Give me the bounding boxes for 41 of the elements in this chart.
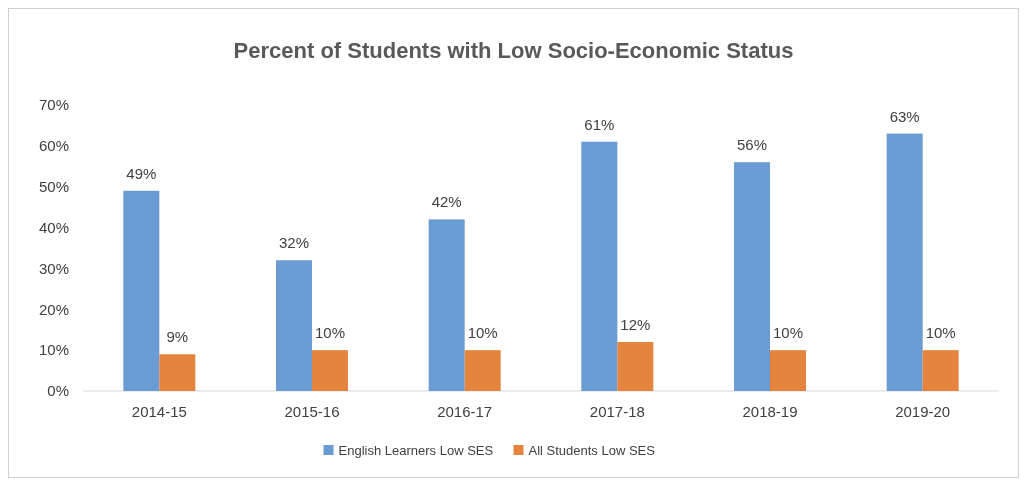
bar [428,219,465,391]
bar [922,350,959,391]
x-tick-label: 2017-18 [589,403,645,420]
legend-label: English Learners Low SES [338,442,494,458]
data-label: 10% [314,324,346,342]
data-label: 32% [278,234,310,252]
data-label: 10% [925,324,956,342]
data-label: 61% [584,115,615,133]
data-label: 9% [166,328,189,346]
data-label: 10% [467,324,498,342]
bar [886,133,923,391]
bar [617,341,654,391]
bar [581,141,618,391]
bar [734,162,770,391]
y-tick-label: 10% [38,341,69,359]
bar [276,260,312,391]
data-label: 42% [431,193,462,211]
data-label: 56% [736,136,768,154]
bar [312,350,348,391]
bar [770,350,806,391]
y-tick-label: 20% [38,300,69,318]
y-tick-label: 70% [38,96,69,114]
data-label: 12% [620,315,651,333]
bar [464,350,501,391]
y-tick-label: 30% [38,259,69,277]
data-label: 49% [126,164,157,182]
data-label: 10% [772,324,804,342]
x-tick-label: 2019-20 [895,403,951,420]
bar [159,354,196,391]
y-tick-label: 50% [38,177,69,195]
x-tick-label: 2016-17 [437,403,493,420]
legend-label: All Students Low SES [528,442,656,458]
y-tick-label: 40% [38,218,69,236]
bar [123,190,160,391]
x-tick-label: 2015-16 [284,403,340,420]
data-label: 63% [889,107,920,125]
x-tick-label: 2018-19 [742,403,798,420]
y-tick-label: 0% [47,382,69,400]
chart-title: Percent of Students with Low Socio-Economic Status [233,38,794,63]
y-tick-label: 60% [38,137,69,155]
x-tick-label: 2014-15 [131,403,187,420]
